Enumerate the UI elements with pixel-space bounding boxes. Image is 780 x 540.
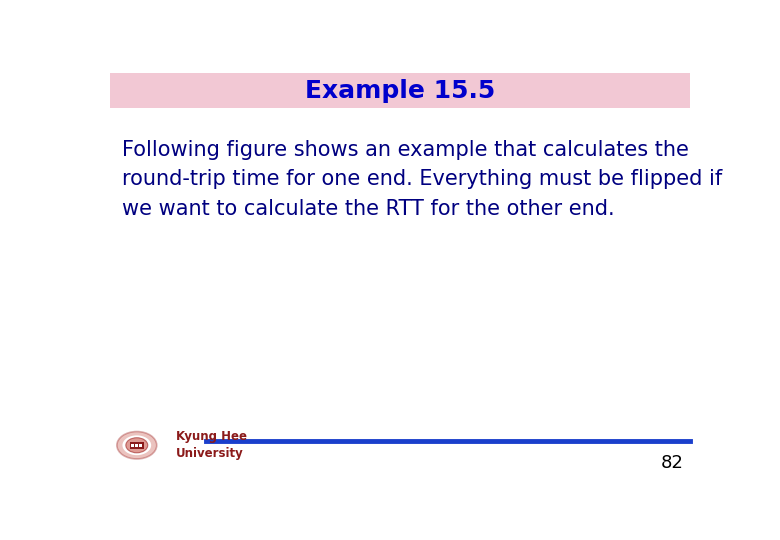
Text: Example 15.5: Example 15.5	[305, 79, 495, 103]
FancyBboxPatch shape	[135, 444, 138, 447]
Text: 82: 82	[661, 454, 684, 472]
FancyBboxPatch shape	[129, 442, 144, 449]
Text: Kyung Hee
University: Kyung Hee University	[176, 430, 247, 460]
Circle shape	[117, 431, 157, 459]
Circle shape	[126, 438, 147, 453]
FancyBboxPatch shape	[139, 444, 142, 447]
Circle shape	[122, 435, 151, 455]
FancyBboxPatch shape	[131, 444, 134, 447]
Text: Following figure shows an example that calculates the
round-trip time for one en: Following figure shows an example that c…	[122, 140, 722, 219]
FancyBboxPatch shape	[109, 73, 690, 109]
